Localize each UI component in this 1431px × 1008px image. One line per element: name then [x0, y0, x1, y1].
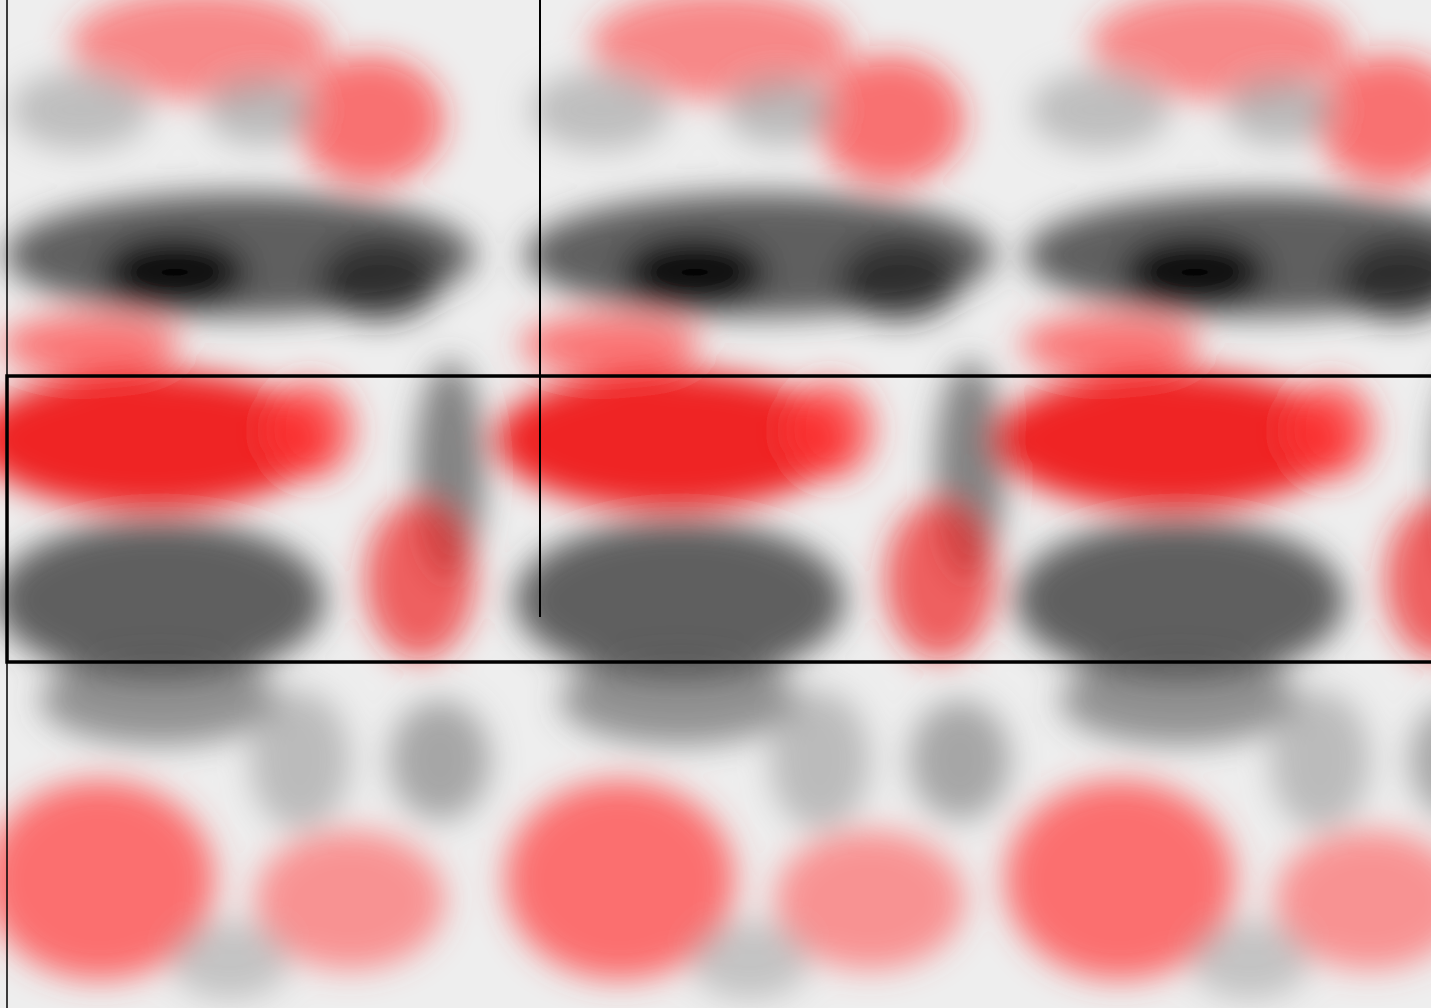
selection-box: [5, 374, 1431, 664]
